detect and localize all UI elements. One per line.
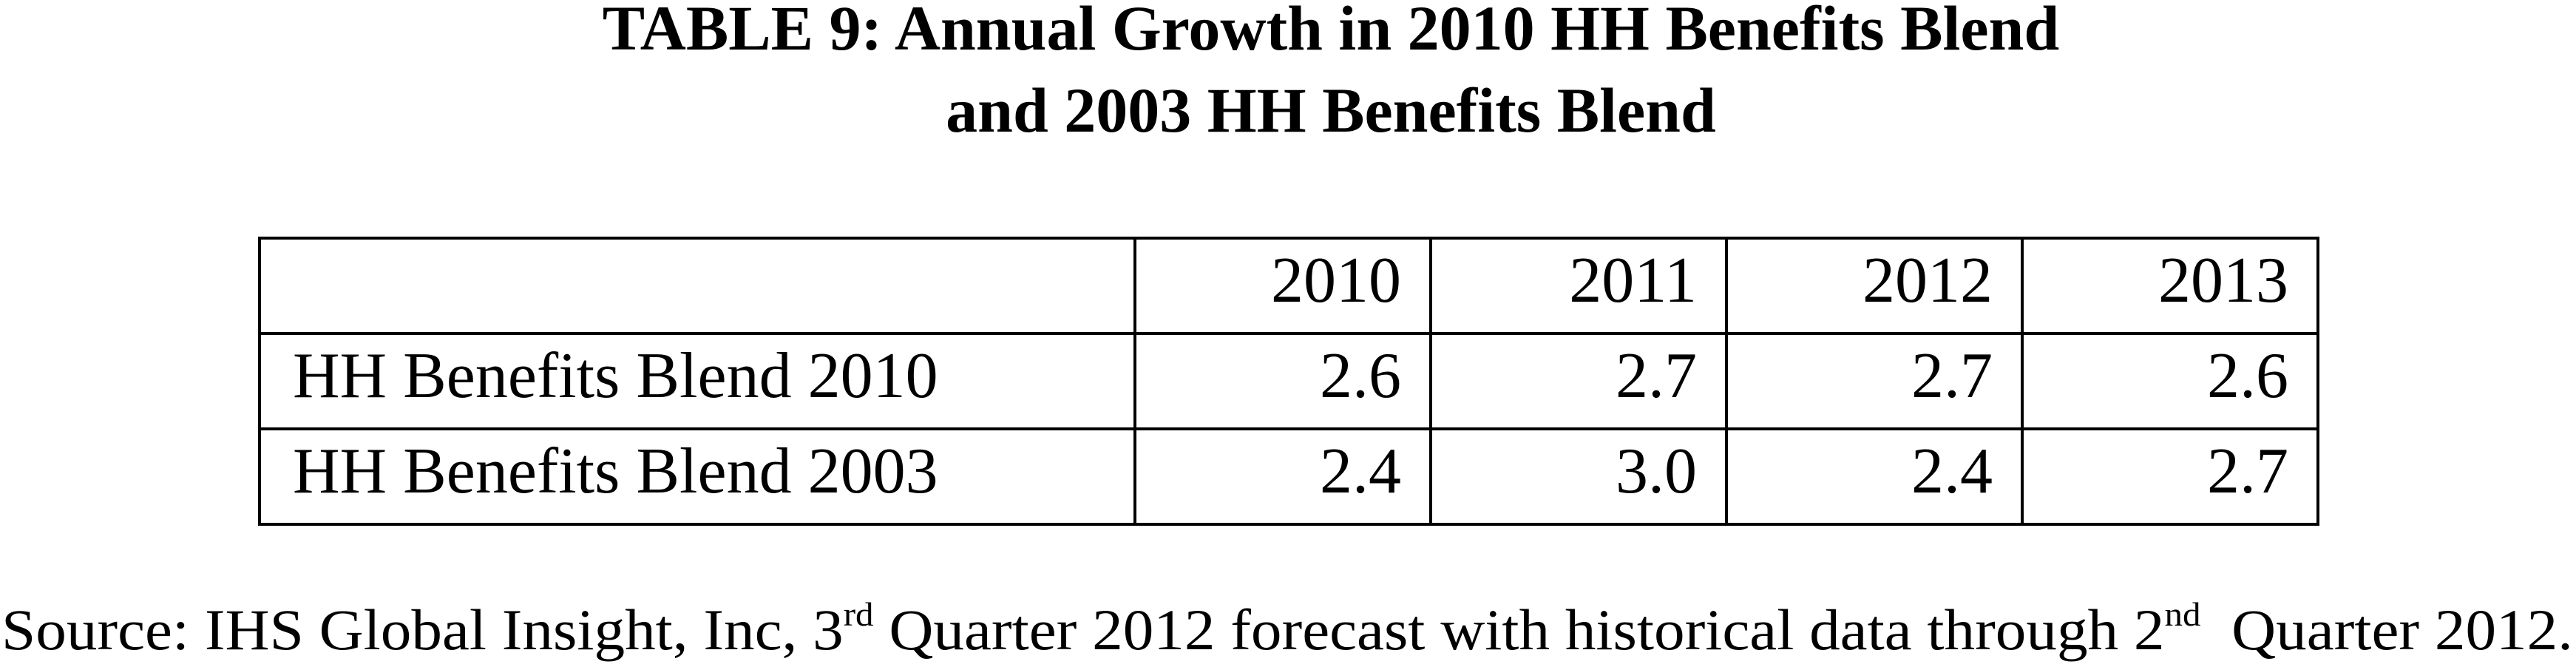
source-text: Quarter 2012. (2201, 597, 2573, 662)
table: 2010 2011 2012 2013 HH Benefits Blend 2010 2.… (258, 237, 2319, 526)
value-cell: 3.0 (1616, 436, 1697, 507)
title-line: and 2003 HH Benefits Blend (946, 75, 1716, 146)
superscript: nd (2164, 595, 2200, 633)
source-text: Source: IHS Global Insight, Inc, 3 (1, 597, 844, 662)
header-cell: 2013 (2158, 245, 2288, 316)
header-cell: 2012 (1862, 245, 1993, 316)
value-cell: 2.6 (2207, 340, 2288, 412)
value-cell: 2.7 (1911, 340, 1993, 412)
row-label: HH Benefits Blend 2003 (293, 436, 938, 507)
value-cell: 2.7 (2207, 436, 2288, 507)
value-cell: 2.4 (1911, 436, 1993, 507)
source-text: Quarter 2012 forecast with historical da… (874, 597, 2165, 662)
value-cell: 2.7 (1616, 340, 1697, 412)
title-line: TABLE 9: Annual Growth in 2010 HH Benefi… (603, 0, 2059, 64)
value-cell: 2.6 (1320, 340, 1401, 412)
value-cell: 2.4 (1320, 436, 1401, 507)
superscript: rd (844, 595, 874, 633)
row-label: HH Benefits Blend 2010 (293, 340, 938, 412)
table-border (258, 237, 2319, 526)
header-cell: 2010 (1271, 245, 1401, 316)
header-cell: 2011 (1569, 245, 1697, 316)
